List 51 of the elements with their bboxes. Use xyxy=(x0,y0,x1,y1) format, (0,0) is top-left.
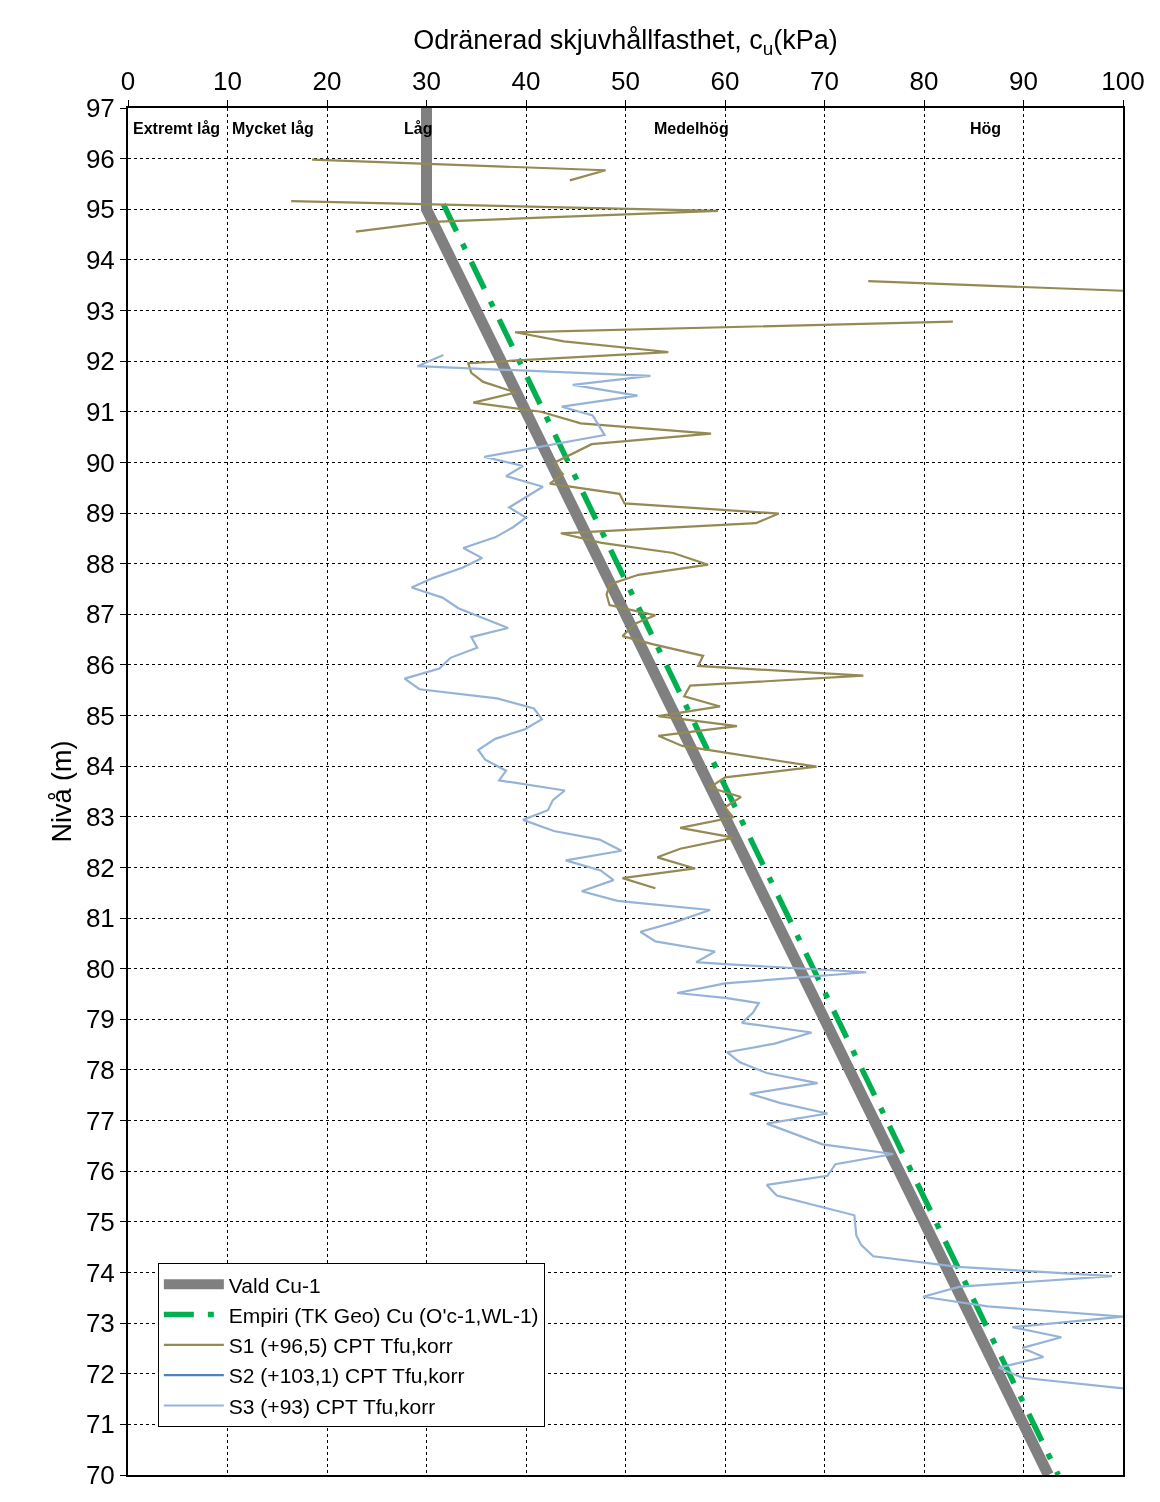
y-tick-label: 86 xyxy=(85,650,115,681)
x-tick-label: 50 xyxy=(611,65,640,96)
x-tick-label: 20 xyxy=(312,65,342,96)
x-tick-label: 100 xyxy=(1101,65,1145,96)
annotation: Låg xyxy=(404,120,433,137)
y-tick-label: 87 xyxy=(85,599,115,630)
y-tick-label: 73 xyxy=(85,1308,115,1339)
x-tick-label: 60 xyxy=(710,65,740,96)
y-tick-label: 79 xyxy=(85,1004,115,1035)
x-tick-label: 30 xyxy=(412,65,441,96)
y-tick-label: 97 xyxy=(85,93,115,124)
y-tick-label: 76 xyxy=(85,1156,115,1187)
legend-label: S1 (+96,5) CPT Tfu,korr xyxy=(228,1334,453,1358)
y-tick-label: 74 xyxy=(85,1257,115,1288)
y-tick-label: 82 xyxy=(85,852,115,883)
y-tick-label: 93 xyxy=(85,295,115,326)
y-tick-label: 77 xyxy=(85,1105,115,1136)
legend-label: Empiri (TK Geo) Cu (O'c-1,WL-1) xyxy=(228,1303,539,1327)
y-tick-label: 70 xyxy=(85,1460,115,1491)
y-tick-label: 92 xyxy=(85,346,115,377)
y-tick-label: 83 xyxy=(85,801,115,832)
legend-label: S3 (+93) CPT Tfu,korr xyxy=(228,1394,436,1418)
x-tick-label: 10 xyxy=(213,65,242,96)
y-tick-label: 91 xyxy=(85,396,115,427)
y-tick-label: 94 xyxy=(85,244,115,275)
legend-label: Vald Cu-1 xyxy=(228,1273,321,1297)
x-tick-label: 80 xyxy=(909,65,939,96)
y-tick-label: 80 xyxy=(85,953,115,984)
y-tick-label: 88 xyxy=(85,548,115,579)
y-tick-label: 75 xyxy=(85,1206,115,1237)
y-tick-label: 84 xyxy=(85,751,115,782)
y-tick-label: 96 xyxy=(85,143,115,174)
y-tick-label: 89 xyxy=(85,498,115,529)
annotation: Extremt låg xyxy=(133,120,221,137)
legend-label: S2 (+103,1) CPT Tfu,korr xyxy=(228,1364,465,1388)
y-axis-title: Nivå (m) xyxy=(47,740,78,843)
y-tick-label: 72 xyxy=(85,1358,115,1389)
x-axis-title: Odränerad skjuvhållfasthet, c$_{u}$(kPa) xyxy=(413,25,838,59)
x-tick-label: 90 xyxy=(1009,65,1038,96)
y-tick-label: 81 xyxy=(85,903,115,934)
x-tick-label: 0 xyxy=(120,65,136,96)
x-tick-label: 40 xyxy=(511,65,541,96)
annotation: Mycket låg xyxy=(232,120,314,137)
annotation: Hög xyxy=(970,120,1002,137)
y-tick-label: 90 xyxy=(85,447,115,478)
x-tick-label: 70 xyxy=(810,65,839,96)
y-tick-label: 85 xyxy=(85,700,115,731)
y-tick-label: 95 xyxy=(85,194,115,225)
y-tick-label: 78 xyxy=(85,1055,115,1086)
annotation: Medelhög xyxy=(654,120,729,137)
y-tick-label: 71 xyxy=(85,1409,115,1440)
